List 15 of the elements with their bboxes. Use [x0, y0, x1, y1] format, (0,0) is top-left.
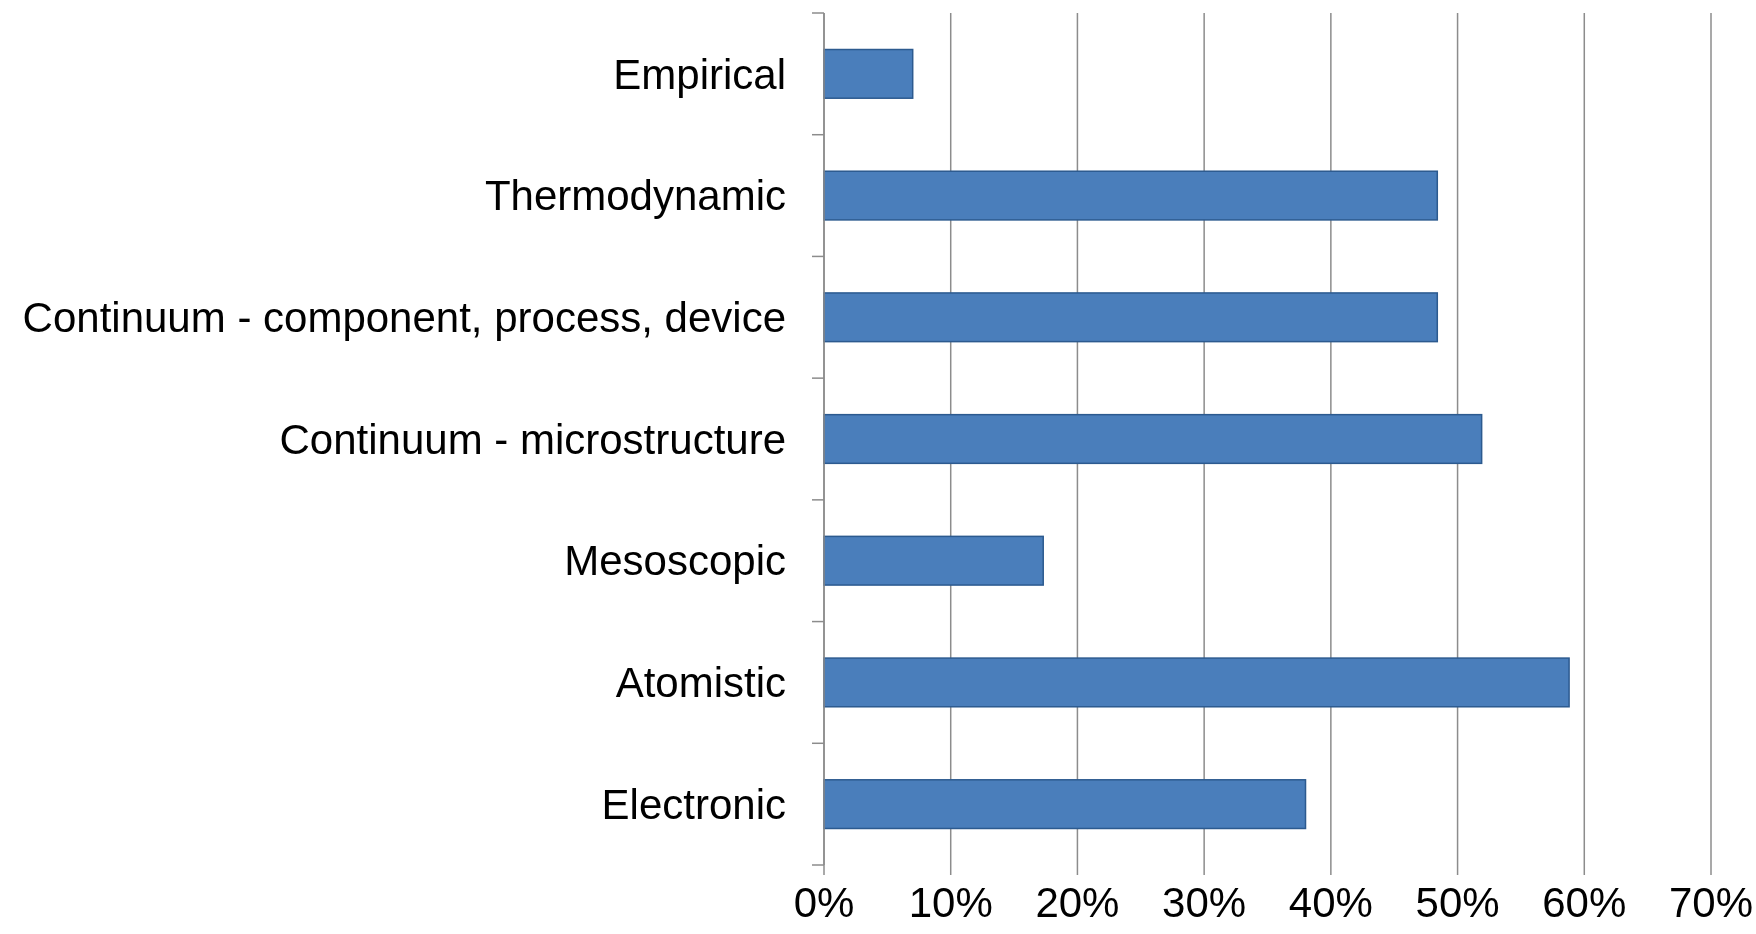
- y-tick-label: Electronic: [601, 780, 786, 828]
- x-tick-label: 20%: [1035, 879, 1120, 926]
- x-tick-label: 0%: [793, 879, 855, 926]
- x-tick-label: 40%: [1288, 879, 1373, 926]
- x-tick-label: 50%: [1415, 879, 1500, 926]
- x-tick-label: 60%: [1542, 879, 1627, 926]
- y-tick-label: Empirical: [613, 50, 786, 98]
- y-tick-label: Mesoscopic: [564, 537, 786, 585]
- x-tick-label: 70%: [1668, 879, 1754, 926]
- y-tick-label: Atomistic: [615, 659, 786, 707]
- x-tick-label: 30%: [1162, 879, 1247, 926]
- y-tick-label: Thermodynamic: [484, 172, 786, 220]
- y-tick-label: Continuum - component, process, device: [22, 293, 786, 341]
- x-tick-label: 10%: [908, 879, 993, 926]
- y-tick-label: Continuum - microstructure: [279, 415, 786, 463]
